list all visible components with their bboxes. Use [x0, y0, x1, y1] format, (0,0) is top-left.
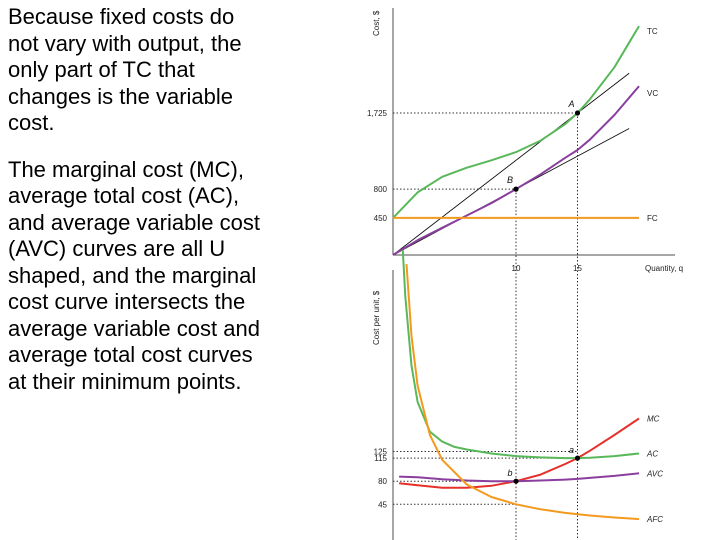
bottom-series-label-afc: AFC [646, 515, 663, 524]
text-column: Because fixed costs do not vary with out… [8, 4, 338, 395]
top-series-label-vc: VC [647, 89, 658, 98]
top-series-label-fc: FC [647, 214, 658, 223]
top-xtick-label-15: 15 [573, 264, 582, 273]
top-point-label-a: A [567, 99, 574, 109]
bottom-point-a [574, 455, 581, 461]
top-y-axis-label: Cost, $ [372, 10, 381, 36]
top-ytick-label-1-725: 1,725 [367, 109, 388, 118]
bottom-series-ac [401, 250, 640, 460]
top-x-axis-label: Quantity, q [645, 264, 683, 273]
bottom-series-label-avc: AVC [646, 469, 663, 478]
top-point-b [513, 186, 519, 192]
bottom-y-axis-label: Cost per unit, $ [372, 290, 381, 345]
top-xtick-label-10: 10 [512, 264, 521, 273]
top-point-label-b: B [507, 175, 513, 185]
bottom-ytick-label-80: 80 [378, 477, 387, 486]
bottom-series-mc [398, 417, 640, 489]
top-ytick-label-800: 800 [374, 185, 388, 194]
cost-curves-figure: 1,725 800 450 10 15 Quantity, q Cost, $ TC VC FC A… [367, 8, 683, 540]
bottom-series-label-ac: AC [646, 449, 658, 458]
bottom-ytick-label-115: 115 [374, 454, 387, 463]
bottom-series-afc [405, 264, 640, 521]
top-ray-through-A [392, 72, 630, 256]
bottom-ytick-label-45: 45 [378, 500, 387, 509]
top-series-vc [392, 85, 640, 256]
bottom-series-avc [399, 472, 640, 483]
paragraph-fixed-costs: Because fixed costs do not vary with out… [8, 4, 242, 135]
bottom-series-label-mc: MC [647, 415, 660, 424]
top-series-tc [392, 25, 640, 219]
bottom-point-b [513, 478, 519, 484]
top-ytick-label-450: 450 [374, 214, 388, 223]
bottom-ytick-label-125: 125 [374, 448, 388, 457]
bottom-point-label-a: a [569, 445, 574, 455]
top-point-a [574, 110, 581, 116]
bottom-point-label-b: b [507, 468, 512, 478]
paragraph-cost-curves: The marginal cost (MC), average total co… [8, 156, 260, 394]
top-series-label-tc: TC [647, 27, 658, 36]
